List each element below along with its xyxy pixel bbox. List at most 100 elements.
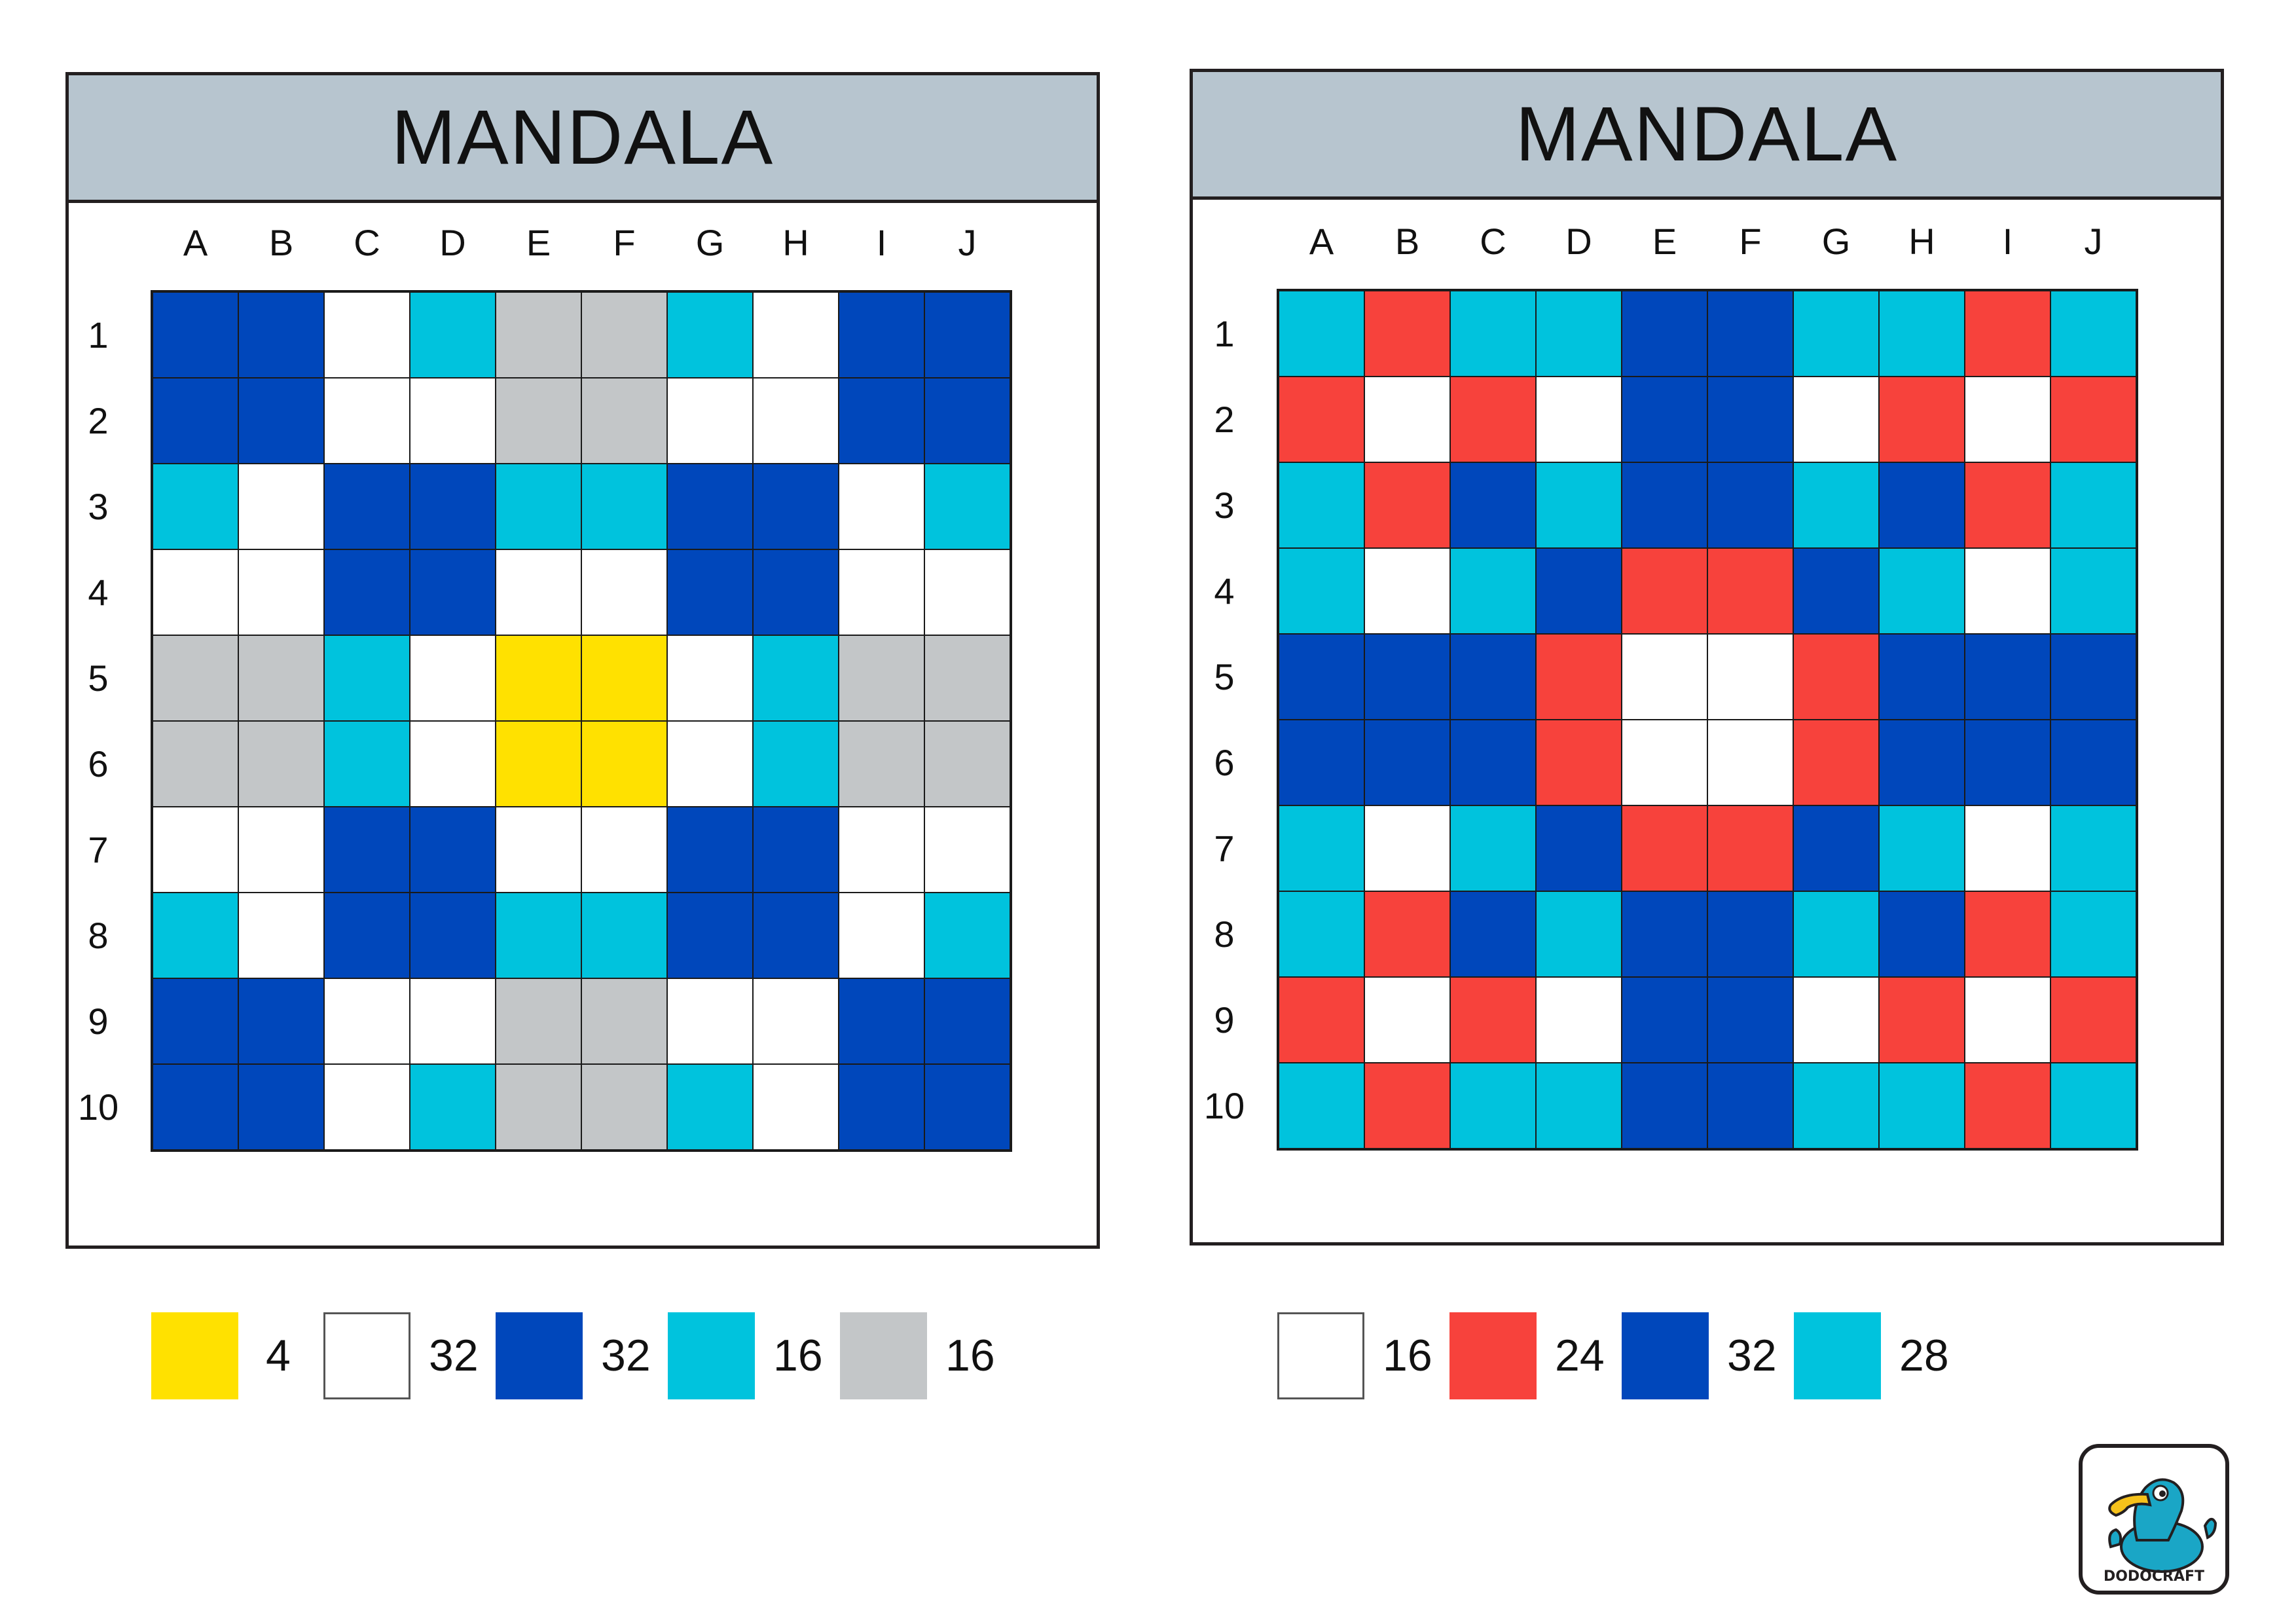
grid-cell[interactable] [1707, 377, 1793, 462]
grid-cell[interactable] [581, 893, 667, 978]
grid-cell[interactable] [324, 807, 410, 893]
grid-cell[interactable] [924, 464, 1010, 549]
grid-cell[interactable] [2050, 634, 2136, 720]
grid-cell[interactable] [924, 893, 1010, 978]
grid-cell[interactable] [1279, 805, 1364, 891]
grid-cell[interactable] [410, 635, 496, 721]
grid-cell[interactable] [1965, 634, 2050, 720]
grid-cell[interactable] [1622, 891, 1707, 977]
grid-cell[interactable] [667, 978, 753, 1064]
grid-cell[interactable] [1965, 805, 2050, 891]
grid-cell[interactable] [1793, 891, 1879, 977]
grid-cell[interactable] [1364, 634, 1450, 720]
grid-cell[interactable] [153, 721, 238, 807]
grid-cell[interactable] [496, 378, 581, 464]
grid-cell[interactable] [581, 464, 667, 549]
grid-cell[interactable] [924, 721, 1010, 807]
grid-cell[interactable] [324, 549, 410, 635]
grid-cell[interactable] [753, 635, 839, 721]
grid-cell[interactable] [1793, 720, 1879, 805]
grid-cell[interactable] [238, 464, 324, 549]
grid-cell[interactable] [238, 807, 324, 893]
grid-cell[interactable] [1364, 1063, 1450, 1149]
grid-cell[interactable] [1965, 891, 2050, 977]
grid-cell[interactable] [1279, 291, 1364, 377]
grid-cell[interactable] [1450, 548, 1536, 634]
grid-cell[interactable] [1622, 977, 1707, 1063]
grid-cell[interactable] [839, 893, 924, 978]
grid-cell[interactable] [410, 464, 496, 549]
grid-cell[interactable] [1364, 720, 1450, 805]
grid-cell[interactable] [1793, 634, 1879, 720]
grid-cell[interactable] [581, 292, 667, 378]
grid-cell[interactable] [238, 378, 324, 464]
grid-cell[interactable] [839, 549, 924, 635]
grid-cell[interactable] [839, 292, 924, 378]
grid-cell[interactable] [1879, 377, 1965, 462]
grid-cell[interactable] [1364, 805, 1450, 891]
grid-cell[interactable] [667, 635, 753, 721]
grid-cell[interactable] [1450, 805, 1536, 891]
grid-cell[interactable] [1536, 548, 1622, 634]
grid-cell[interactable] [1707, 891, 1793, 977]
grid-cell[interactable] [1879, 720, 1965, 805]
grid-cell[interactable] [839, 1064, 924, 1150]
grid-cell[interactable] [153, 378, 238, 464]
grid-cell[interactable] [1793, 291, 1879, 377]
grid-cell[interactable] [1364, 377, 1450, 462]
grid-cell[interactable] [581, 549, 667, 635]
grid-cell[interactable] [1279, 548, 1364, 634]
grid-cell[interactable] [924, 549, 1010, 635]
grid-cell[interactable] [1707, 1063, 1793, 1149]
grid-cell[interactable] [1536, 977, 1622, 1063]
grid-cell[interactable] [753, 893, 839, 978]
grid-cell[interactable] [1622, 291, 1707, 377]
grid-cell[interactable] [410, 978, 496, 1064]
grid-cell[interactable] [1965, 977, 2050, 1063]
grid-cell[interactable] [238, 549, 324, 635]
grid-cell[interactable] [667, 721, 753, 807]
grid-cell[interactable] [1707, 291, 1793, 377]
grid-cell[interactable] [1965, 1063, 2050, 1149]
grid-cell[interactable] [753, 721, 839, 807]
grid-cell[interactable] [496, 978, 581, 1064]
grid-cell[interactable] [324, 635, 410, 721]
grid-cell[interactable] [238, 292, 324, 378]
grid-cell[interactable] [1965, 291, 2050, 377]
grid-cell[interactable] [1879, 291, 1965, 377]
grid-cell[interactable] [667, 1064, 753, 1150]
grid-cell[interactable] [1879, 805, 1965, 891]
grid-cell[interactable] [410, 1064, 496, 1150]
grid-cell[interactable] [1536, 720, 1622, 805]
grid-cell[interactable] [1279, 891, 1364, 977]
grid-cell[interactable] [924, 378, 1010, 464]
grid-cell[interactable] [1279, 462, 1364, 548]
grid-cell[interactable] [2050, 462, 2136, 548]
grid-cell[interactable] [581, 978, 667, 1064]
grid-cell[interactable] [1536, 634, 1622, 720]
grid-cell[interactable] [1622, 634, 1707, 720]
grid-cell[interactable] [1279, 1063, 1364, 1149]
grid-cell[interactable] [410, 378, 496, 464]
grid-cell[interactable] [410, 549, 496, 635]
grid-cell[interactable] [2050, 291, 2136, 377]
grid-cell[interactable] [1622, 1063, 1707, 1149]
grid-cell[interactable] [1364, 548, 1450, 634]
grid-cell[interactable] [2050, 977, 2136, 1063]
grid-cell[interactable] [1364, 462, 1450, 548]
grid-cell[interactable] [753, 549, 839, 635]
grid-cell[interactable] [1279, 634, 1364, 720]
grid-cell[interactable] [1622, 548, 1707, 634]
grid-cell[interactable] [496, 1064, 581, 1150]
grid-cell[interactable] [1450, 634, 1536, 720]
grid-cell[interactable] [753, 1064, 839, 1150]
grid-cell[interactable] [1707, 462, 1793, 548]
grid-cell[interactable] [153, 893, 238, 978]
grid-cell[interactable] [839, 635, 924, 721]
grid-cell[interactable] [1536, 377, 1622, 462]
grid-cell[interactable] [496, 549, 581, 635]
grid-cell[interactable] [496, 292, 581, 378]
grid-cell[interactable] [667, 807, 753, 893]
grid-cell[interactable] [410, 721, 496, 807]
grid-cell[interactable] [238, 721, 324, 807]
